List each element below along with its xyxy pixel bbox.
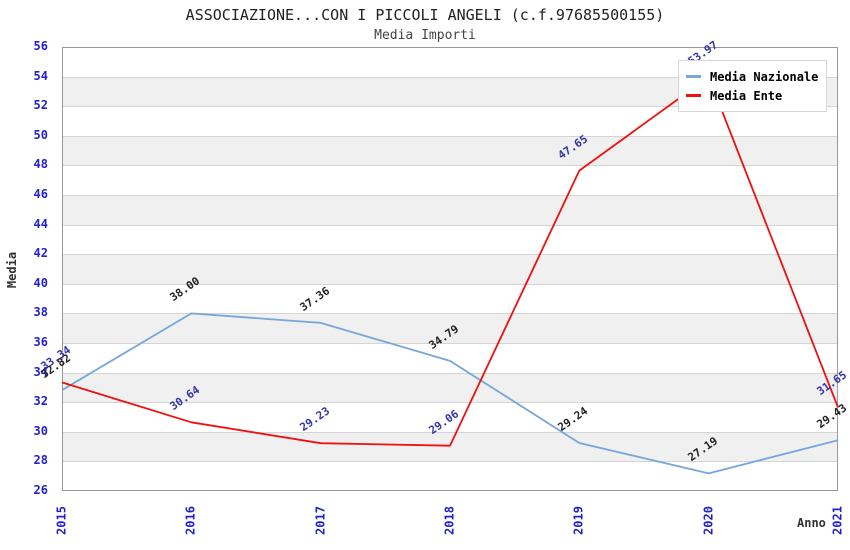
plot-band bbox=[63, 432, 837, 463]
x-tick-label: 2021 bbox=[830, 506, 845, 535]
plot-band bbox=[63, 136, 837, 167]
plot-band bbox=[63, 166, 837, 196]
gridline bbox=[63, 343, 837, 344]
y-tick-label: 48 bbox=[33, 157, 48, 172]
gridline bbox=[63, 135, 837, 137]
gridline bbox=[63, 461, 837, 463]
y-tick-label: 36 bbox=[33, 335, 48, 349]
y-tick-label: 54 bbox=[33, 68, 48, 83]
plot-band bbox=[63, 255, 837, 285]
gridline bbox=[63, 165, 837, 167]
plot-band bbox=[63, 344, 837, 374]
y-tick-label: 38 bbox=[33, 305, 48, 320]
y-tick-label: 28 bbox=[33, 453, 48, 468]
plot-band bbox=[63, 196, 837, 226]
chart-subtitle: Media Importi bbox=[374, 28, 476, 43]
y-tick-label: 44 bbox=[33, 216, 48, 231]
plot-band bbox=[63, 225, 837, 256]
y-tick-label: 52 bbox=[33, 98, 48, 113]
legend-item: Media Nazionale bbox=[686, 68, 818, 85]
x-tick-label: 2016 bbox=[183, 506, 198, 535]
gridline bbox=[63, 313, 837, 315]
legend: Media Nazionale Media Ente bbox=[678, 60, 828, 112]
legend-dash-icon bbox=[686, 75, 701, 78]
y-tick-label: 32 bbox=[33, 394, 48, 409]
chart-title: ASSOCIAZIONE...CON I PICCOLI ANGELI (c.f… bbox=[185, 6, 665, 24]
plot-band bbox=[63, 462, 837, 490]
y-tick-label: 40 bbox=[33, 275, 48, 290]
gridline bbox=[63, 431, 837, 433]
legend-label: Media Ente bbox=[710, 88, 783, 103]
x-axis-label: Anno bbox=[797, 516, 826, 530]
legend-dash-icon bbox=[686, 94, 701, 97]
gridline bbox=[63, 195, 837, 196]
y-tick-label: 26 bbox=[33, 483, 48, 497]
x-tick-label: 2020 bbox=[701, 506, 716, 535]
x-tick-label: 2015 bbox=[54, 506, 69, 535]
gridline bbox=[63, 224, 837, 226]
gridline bbox=[63, 372, 837, 374]
y-tick-label: 34 bbox=[33, 364, 48, 379]
legend-label: Media Nazionale bbox=[710, 69, 819, 84]
legend-item: Media Ente bbox=[686, 87, 818, 104]
x-tick-label: 2017 bbox=[313, 506, 328, 535]
gridline bbox=[63, 254, 837, 256]
x-tick-label: 2018 bbox=[442, 506, 457, 535]
y-tick-label: 50 bbox=[33, 127, 48, 142]
y-tick-label: 42 bbox=[33, 246, 48, 261]
y-tick-label: 30 bbox=[33, 423, 48, 438]
y-tick-label: 46 bbox=[33, 187, 48, 201]
x-tick-label: 2019 bbox=[571, 506, 586, 535]
y-tick-label: 56 bbox=[33, 39, 48, 53]
